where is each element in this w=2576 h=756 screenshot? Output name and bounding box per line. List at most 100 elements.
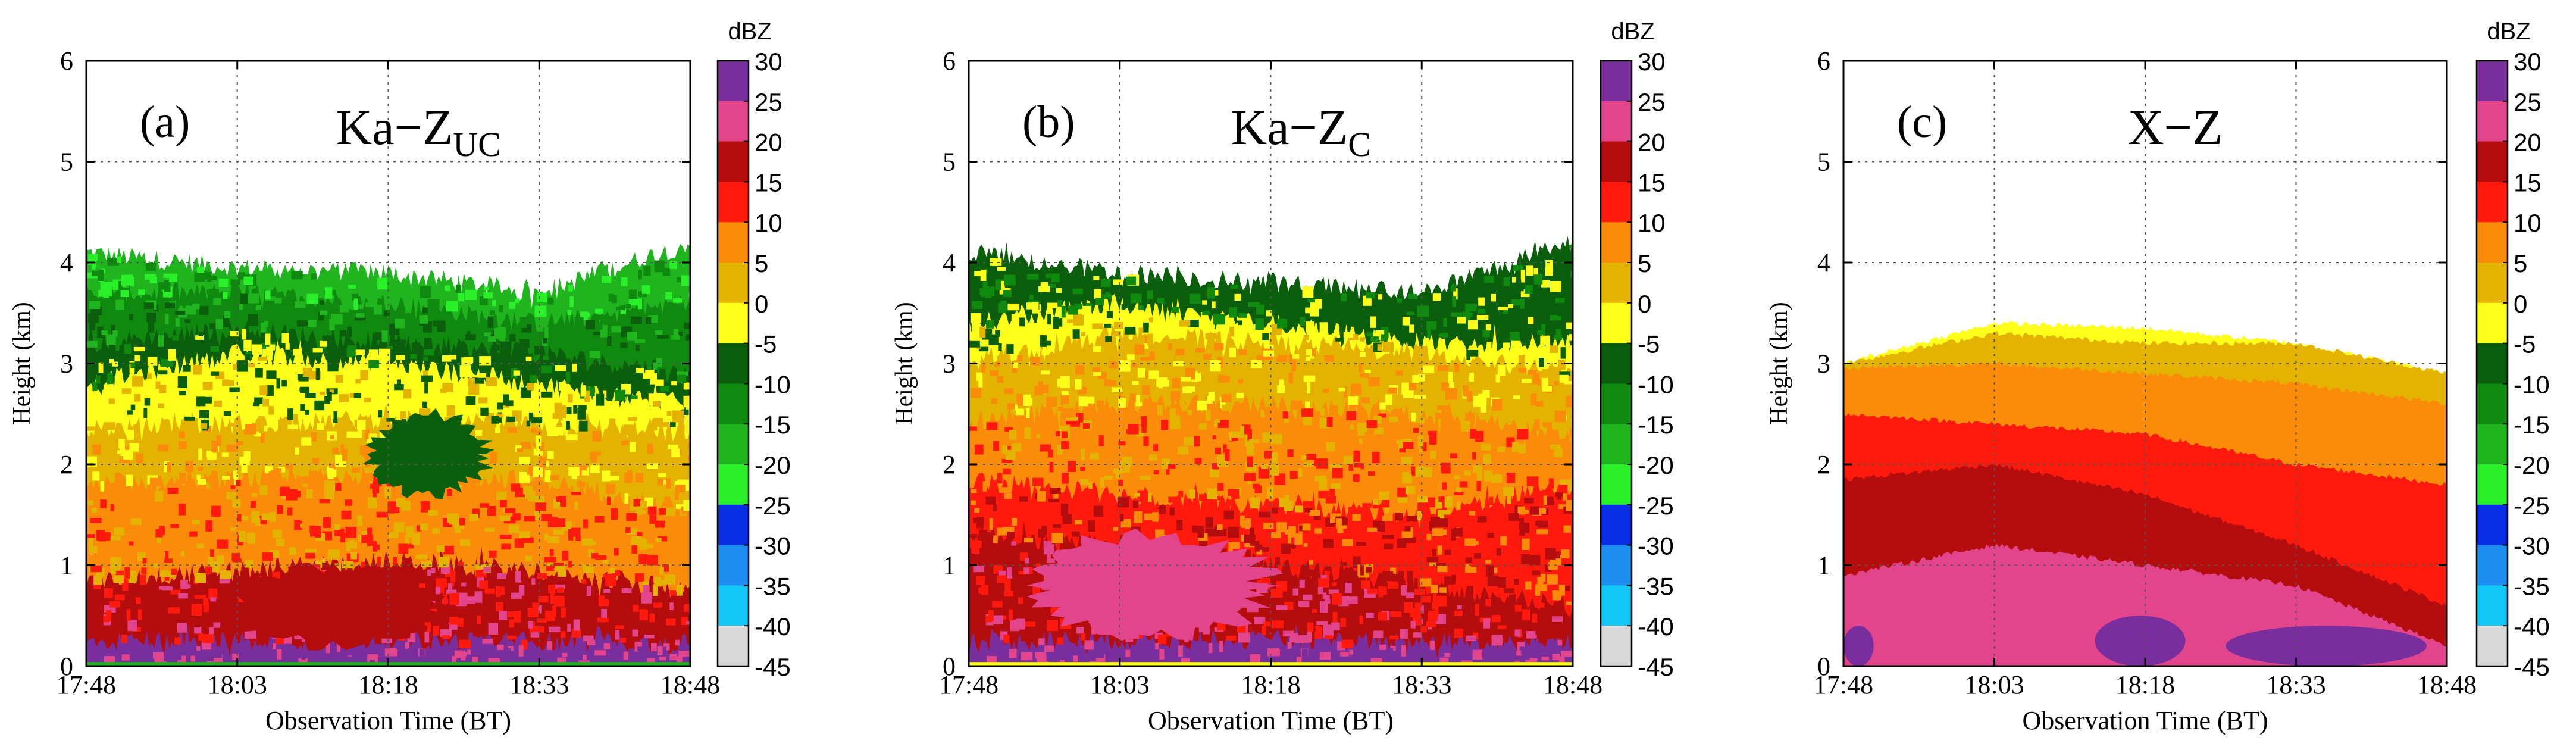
y-tick-label: 2 xyxy=(1817,450,1830,479)
colorbar-bin xyxy=(718,263,749,304)
colorbar-bin xyxy=(1601,182,1632,223)
x-tick-label: 17:48 xyxy=(939,670,999,699)
y-axis-title: Height (km) xyxy=(891,302,918,424)
y-tick-label: 1 xyxy=(943,551,956,580)
colorbar-bin xyxy=(2477,504,2508,546)
colorbar-tick-label: 25 xyxy=(2514,88,2541,116)
radar-field xyxy=(969,235,1573,666)
feature-patch-2 xyxy=(2095,616,2186,666)
colorbar-tick-label: 10 xyxy=(1638,209,1666,237)
panel-title: Ka−ZUC xyxy=(336,100,501,164)
colorbar-bin xyxy=(2477,464,2508,505)
colorbar-tick-label: -30 xyxy=(1638,532,1674,560)
colorbar-tick-label: 20 xyxy=(755,129,782,157)
colorbar-bin xyxy=(2477,424,2508,465)
x-axis-title: Observation Time (BT) xyxy=(265,706,511,735)
y-tick-label: 0 xyxy=(60,652,73,681)
colorbar-bin xyxy=(1601,464,1632,505)
x-tick-label: 18:03 xyxy=(1090,670,1150,699)
colorbar-bin xyxy=(718,626,749,667)
colorbar-bin xyxy=(2477,343,2508,384)
colorbar-tick-label: 15 xyxy=(1638,168,1666,196)
x-tick-label: 18:48 xyxy=(1543,670,1602,699)
colorbar-tick-label: 30 xyxy=(2514,48,2541,76)
colorbar-tick-label: 5 xyxy=(755,249,768,277)
colorbar-bin xyxy=(2477,263,2508,304)
colorbar-bin xyxy=(2477,61,2508,102)
colorbar-bin xyxy=(2477,626,2508,667)
colorbar-tick-label: 0 xyxy=(755,290,768,318)
colorbar-tick-label: -5 xyxy=(1638,330,1660,358)
colorbar-bin xyxy=(2477,383,2508,424)
y-tick-label: 2 xyxy=(943,450,956,479)
colorbar-unit: dBZ xyxy=(2487,18,2530,45)
colorbar-tick-label: 25 xyxy=(755,88,782,116)
colorbar-tick-label: 20 xyxy=(1638,129,1666,157)
colorbar-bin xyxy=(2477,302,2508,344)
colorbar-tick-label: -15 xyxy=(2514,411,2550,439)
colorbar-tick-label: 25 xyxy=(1638,88,1666,116)
colorbar-bin xyxy=(718,464,749,505)
colorbar-unit: dBZ xyxy=(1611,18,1654,45)
x-tick-label: 17:48 xyxy=(57,670,116,699)
colorbar-bin xyxy=(1601,61,1632,102)
y-tick-label: 0 xyxy=(1817,652,1830,681)
x-tick-label: 18:48 xyxy=(2417,670,2477,699)
colorbar-tick-label: 0 xyxy=(2514,290,2527,318)
colorbar-bin xyxy=(718,61,749,102)
colorbar-tick-label: -15 xyxy=(755,411,791,439)
colorbar-tick-label: 15 xyxy=(755,168,782,196)
colorbar-bin xyxy=(1601,504,1632,546)
feature-patch-2 xyxy=(213,562,453,651)
gridlines xyxy=(1843,61,2447,666)
colorbar-tick-label: -40 xyxy=(1638,613,1674,641)
y-tick-label: 1 xyxy=(1817,551,1830,580)
colorbar-tick-label: -35 xyxy=(1638,572,1674,600)
colorbar-bin xyxy=(1601,302,1632,344)
y-tick-label: 5 xyxy=(1817,148,1830,177)
colorbar-tick-label: 10 xyxy=(2514,209,2541,237)
y-tick-label: 0 xyxy=(943,652,956,681)
colorbar-tick-label: 0 xyxy=(1638,290,1651,318)
colorbar-bin xyxy=(2477,101,2508,142)
colorbar-bin xyxy=(1601,585,1632,626)
colorbar-tick-label: 20 xyxy=(2514,129,2541,157)
y-tick-label: 3 xyxy=(943,349,956,379)
colorbar-tick-label: -20 xyxy=(755,451,791,479)
x-axis-title: Observation Time (BT) xyxy=(1148,706,1394,735)
y-axis-title: Height (km) xyxy=(8,302,36,424)
colorbar-bin xyxy=(718,222,749,263)
gridlines xyxy=(86,61,690,666)
colorbar-tick-label: 30 xyxy=(755,48,782,76)
panel-title: X−Z xyxy=(2128,100,2223,155)
y-tick-label: 3 xyxy=(60,349,73,379)
colorbar-bin xyxy=(718,182,749,223)
x-tick-label: 18:48 xyxy=(661,670,720,699)
y-tick-label: 4 xyxy=(60,248,73,277)
colorbar-bin xyxy=(2477,222,2508,263)
panel-2: 17:48 18:03 18:18 18:33 18:48 0 1 2 3 4 5 6 Observat… xyxy=(891,18,1674,735)
colorbar-tick-label: 10 xyxy=(755,209,782,237)
colorbar-bin xyxy=(718,545,749,586)
colorbar-tick-label: -5 xyxy=(2514,330,2536,358)
colorbar-bin xyxy=(2477,182,2508,223)
colorbar-bin xyxy=(1601,141,1632,182)
colorbar-tick-label: -45 xyxy=(2514,653,2550,681)
feature-patch-1 xyxy=(1026,528,1284,641)
x-tick-label: 18:33 xyxy=(509,670,569,699)
colorbar-tick-label: -40 xyxy=(2514,613,2550,641)
x-tick-label: 18:33 xyxy=(1392,670,1451,699)
colorbar-tick-label: -15 xyxy=(1638,411,1674,439)
colorbar-bin xyxy=(718,585,749,626)
x-axis-title: Observation Time (BT) xyxy=(2022,706,2268,735)
colorbar-bin xyxy=(1601,222,1632,263)
colorbar-tick-label: -25 xyxy=(1638,492,1674,520)
colorbar-bin xyxy=(718,383,749,424)
y-tick-label: 5 xyxy=(60,148,73,177)
gridlines xyxy=(969,61,1573,666)
colorbar-tick-label: -5 xyxy=(755,330,777,358)
panel-label: (a) xyxy=(140,97,190,147)
y-tick-label: 4 xyxy=(1817,248,1830,277)
colorbar-bin xyxy=(2477,585,2508,626)
colorbar-tick-label: -10 xyxy=(755,370,791,398)
